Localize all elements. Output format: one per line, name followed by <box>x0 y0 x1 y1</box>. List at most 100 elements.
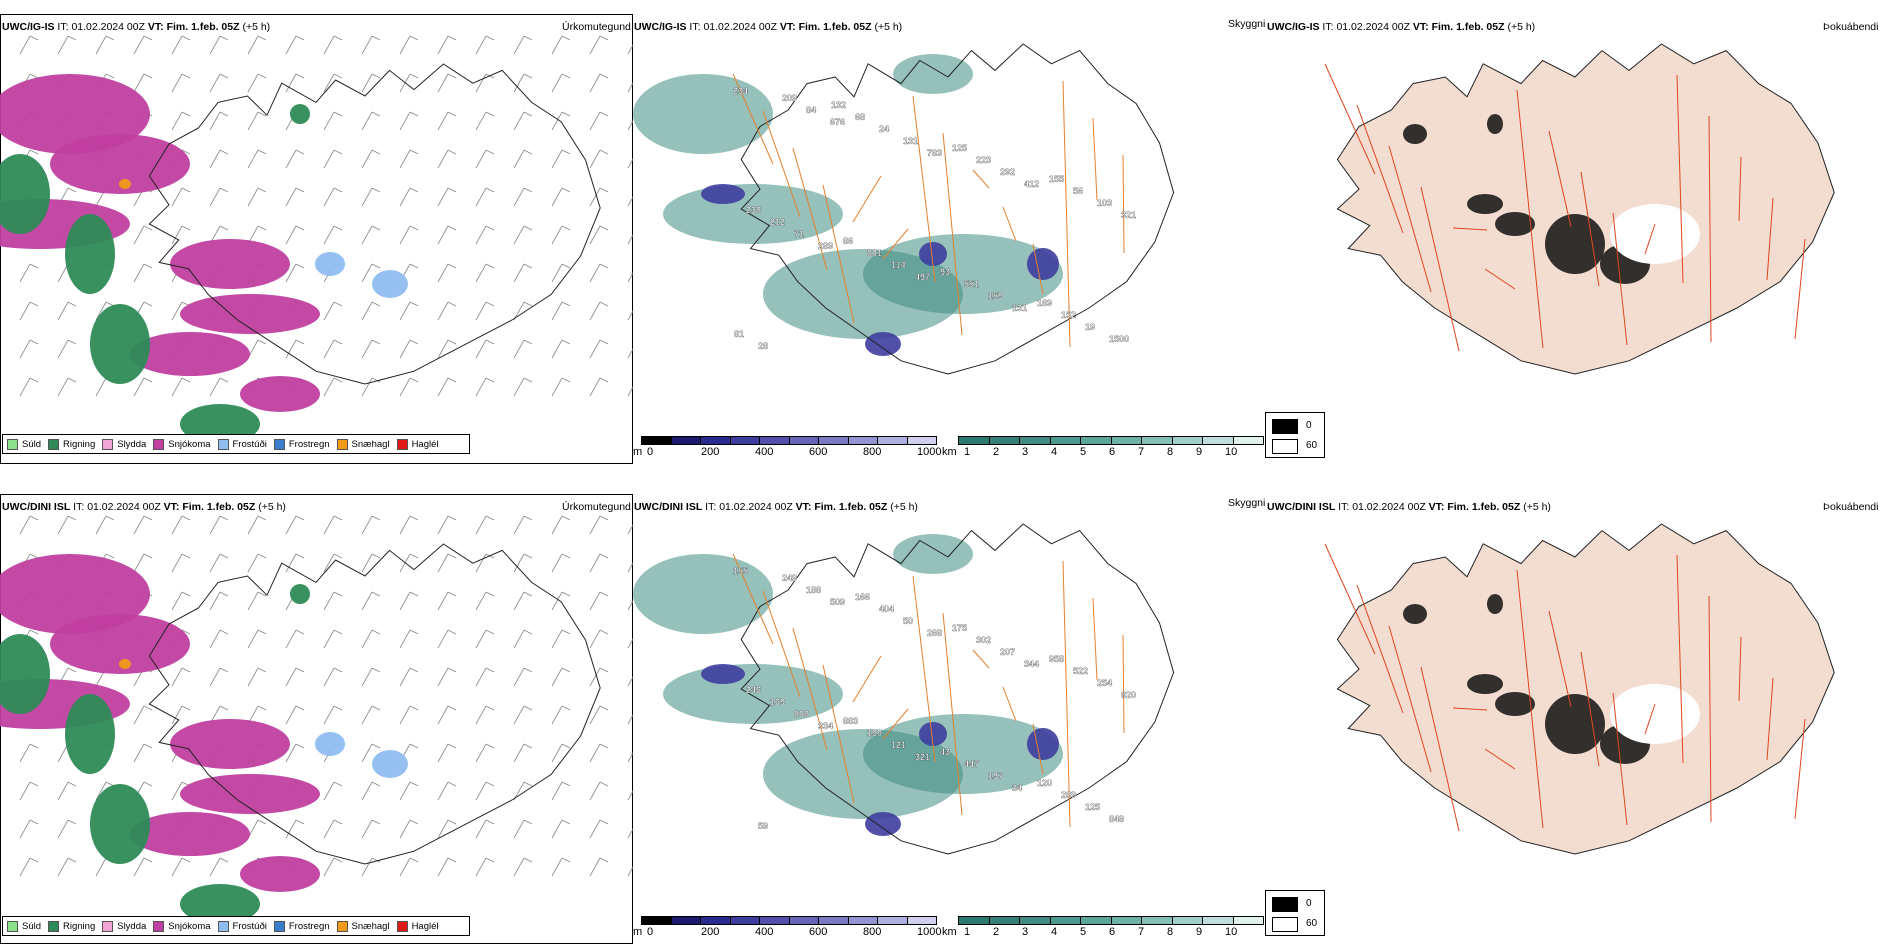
cloud-base-area <box>701 664 745 684</box>
fog-free-area <box>1610 204 1700 264</box>
legend-item: Haglél <box>396 438 439 450</box>
road-network <box>732 73 1125 348</box>
fog-legend: 0 60 <box>1265 890 1325 936</box>
legend-swatch <box>153 920 165 932</box>
visibility-area <box>633 74 773 154</box>
coastline <box>740 523 1175 855</box>
colorbar-cell <box>789 917 819 924</box>
legend-swatch <box>336 920 348 932</box>
fog-area <box>1487 594 1503 614</box>
cloud-base-label: 412 <box>1024 179 1039 189</box>
colorbar-tick: 8 <box>1167 926 1174 938</box>
legend-item: Snjókoma <box>153 438 211 450</box>
precip-header: UWC/DINI ISL IT: 01.02.2024 00Z VT: Fim.… <box>2 501 286 513</box>
fog-area <box>1467 194 1503 214</box>
precip-area <box>290 104 310 124</box>
precip-area <box>180 294 320 334</box>
colorbar-cell <box>959 437 990 444</box>
visibility-colorbar: 1 2 3 4 5 6 7 8 9 10 <box>958 436 1264 459</box>
visibility-unit: km <box>942 446 957 458</box>
cloud-base-label: 125 <box>1085 802 1100 812</box>
cloud-base-label: 120 <box>1037 778 1052 788</box>
cloud-base-label: 189 <box>1037 298 1052 308</box>
cloud-base-label: 114 <box>891 260 906 270</box>
wind-barbs <box>19 35 633 397</box>
colorbar-cell <box>989 917 1020 924</box>
cloud-base-label: 68 <box>855 112 865 122</box>
legend-item: Rigning <box>48 438 95 450</box>
cloud-base-label: 783 <box>927 148 942 158</box>
legend-swatch <box>7 920 18 932</box>
legend-swatch <box>217 920 229 932</box>
fog-area <box>1467 674 1503 694</box>
visibility-area <box>893 54 973 94</box>
cloud-base-label: 132 <box>831 100 846 110</box>
cloud-base-label: 801 <box>867 248 882 258</box>
legend-label: Snjókoma <box>168 438 211 450</box>
legend-swatch <box>102 438 114 450</box>
cloud-base-unit: m <box>633 446 643 458</box>
cloud-base-label: 131 <box>1012 303 1027 313</box>
precip-map <box>0 35 633 444</box>
colorbar-cell <box>730 437 760 444</box>
colorbar-cell <box>671 437 701 444</box>
precip-area <box>90 784 150 864</box>
legend-item: Súld <box>7 438 41 450</box>
cloud-title: Skyggni <box>1228 497 1266 509</box>
colorbar-tick: 1 <box>964 446 971 458</box>
cloud-base-label: 958 <box>1049 654 1064 664</box>
cloud-base-label: 883 <box>843 716 858 726</box>
colorbar-cell <box>959 917 990 924</box>
colorbar-tick: 800 <box>863 926 882 938</box>
cloud-base-area <box>865 812 901 836</box>
colorbar-cell <box>1081 917 1112 924</box>
precip-area <box>65 214 115 294</box>
cloud-base-label: 246 <box>746 685 761 695</box>
colorbar-tick: 0 <box>647 446 654 458</box>
colorbar-cell <box>1172 917 1203 924</box>
cloud-base-label: 522 <box>1073 666 1088 676</box>
legend-swatch <box>396 920 408 932</box>
fog-map <box>1324 523 1835 855</box>
land-area <box>1336 523 1835 855</box>
fog-legend-swatch <box>1272 917 1298 932</box>
colorbar-tick: 7 <box>1138 926 1145 938</box>
cloud-base-label: 166 <box>855 592 870 602</box>
legend-label: Snjókoma <box>168 920 211 932</box>
colorbar-tick: 5 <box>1080 926 1087 938</box>
fog-header: UWC/DINI ISL IT: 01.02.2024 00Z VT: Fim.… <box>1267 501 1551 513</box>
cloud-base-label: 121 <box>891 740 906 750</box>
colorbar-cell <box>907 917 936 924</box>
fog-area <box>1495 692 1535 716</box>
cloud-base-unit: m <box>633 926 643 938</box>
legend-label: Rigning <box>63 920 96 932</box>
cloud-base-label: 302 <box>976 635 991 645</box>
cloud-base-label: 197 <box>988 771 1003 781</box>
legend-swatch <box>273 438 285 450</box>
colorbar-cell <box>701 437 731 444</box>
visibility-area <box>633 554 773 634</box>
colorbar-cell <box>878 917 908 924</box>
colorbar-tick: 400 <box>755 926 774 938</box>
colorbar-tick: 10 <box>1225 446 1238 458</box>
precip-area <box>372 750 408 778</box>
fog-legend-swatch <box>1272 897 1298 912</box>
legend-item: Slydda <box>102 438 146 450</box>
cloud-base-label: 223 <box>976 155 991 165</box>
visibility-area <box>863 714 1063 794</box>
colorbar-cell <box>1203 437 1234 444</box>
precip-area <box>119 659 131 669</box>
legend-swatch <box>217 438 229 450</box>
precip-area <box>90 304 150 384</box>
precip-area <box>50 134 190 194</box>
cloud-map: 155 509 268 344 820 334 321 34 848 188 50 207 254 808… <box>633 523 1175 855</box>
colorbar-cell <box>1233 917 1263 924</box>
legend-label: Frostregn <box>288 438 330 450</box>
colorbar-cell <box>760 437 790 444</box>
colorbar-ticks: 0 200 400 600 800 1000 <box>641 445 941 459</box>
precip-area <box>130 332 250 376</box>
precip-header: UWC/IG-IS IT: 01.02.2024 00Z VT: Fim. 1.… <box>2 21 271 33</box>
fog-panel-row1: 0 60 <box>1265 14 1900 459</box>
cloud-base-label: 56 <box>1073 186 1083 196</box>
fog-legend-label: 0 <box>1306 898 1312 909</box>
